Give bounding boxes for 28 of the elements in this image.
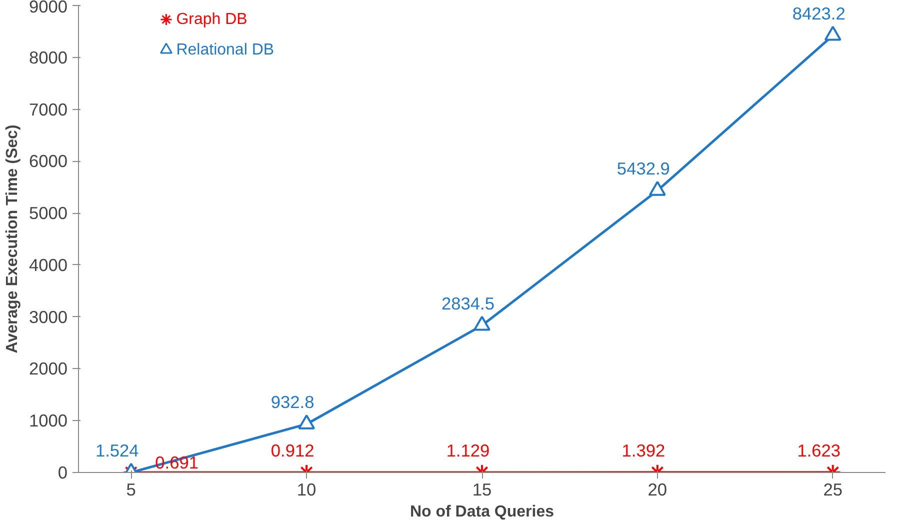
x-tick-label: 5 (126, 480, 136, 500)
y-tick-label: 5000 (28, 203, 68, 224)
legend-label: Graph DB (176, 11, 248, 28)
data-label: 1.623 (797, 440, 841, 460)
x-axis-title: No of Data Queries (410, 504, 554, 520)
data-label: 8423.2 (792, 3, 846, 24)
x-tick-label: 10 (296, 480, 316, 500)
y-tick-label: 6000 (28, 151, 68, 172)
legend-label: Relational DB (176, 41, 274, 58)
data-label: 2834.5 (442, 293, 494, 314)
data-label: 5432.9 (616, 158, 670, 179)
y-tick-label: 3000 (28, 306, 68, 327)
y-tick-label: 1000 (28, 410, 68, 431)
y-tick-label: 2000 (28, 358, 68, 379)
x-tick-label: 25 (823, 480, 843, 500)
data-label: 1.524 (95, 440, 140, 460)
y-tick-label: 9000 (28, 0, 68, 16)
data-label: 932.8 (270, 392, 314, 412)
data-label: 1.129 (446, 440, 490, 460)
y-tick-label: 0 (58, 462, 68, 482)
data-label: 1.392 (622, 440, 666, 460)
y-tick-label: 8000 (28, 47, 68, 68)
x-tick-label: 20 (648, 480, 668, 500)
y-axis-title: Average Execution Time (Sec) (4, 124, 21, 354)
data-label: 0.912 (270, 440, 314, 460)
y-tick-label: 7000 (28, 99, 68, 120)
x-tick-label: 15 (472, 480, 492, 500)
y-tick-label: 4000 (28, 254, 68, 275)
